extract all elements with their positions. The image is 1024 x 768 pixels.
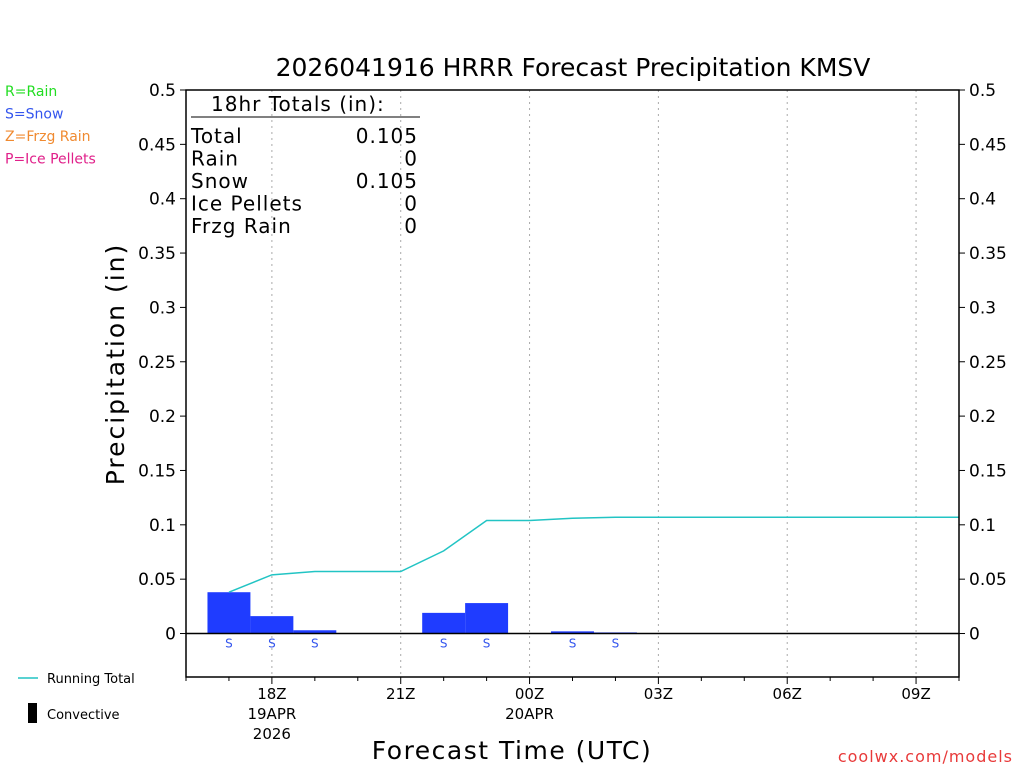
x-axis-label: Forecast Time (UTC) <box>372 736 652 765</box>
totals-row-value: 0 <box>404 147 418 171</box>
plot-frame <box>185 89 960 678</box>
x-tick-label: 09Z <box>901 685 930 703</box>
chart-title: 2026041916 HRRR Forecast Precipitation K… <box>276 53 871 82</box>
totals-rows: Total 0.105 Rain 0 Snow 0.105 Ice Pellets 0 Frzg… <box>190 124 418 238</box>
x-tick-label: 18Z <box>257 685 286 703</box>
running-total-line <box>228 516 959 593</box>
y-tick-label-right: 0.4 <box>969 190 996 210</box>
precip-bar <box>207 592 251 634</box>
y-tick-label-right: 0.05 <box>969 570 1007 590</box>
totals-row-label: Frzg Rain <box>191 214 292 238</box>
credit-text: coolwx.com/models <box>838 747 1013 766</box>
ptype-label: S <box>483 637 491 651</box>
y-tick-label-left: 0.35 <box>138 244 176 264</box>
y-tick-label-right: 0.35 <box>969 244 1007 264</box>
y-axis-ticks: 0.5 0.5 0.45 0.45 0.4 0.4 0.35 0.35 0.3 0.3 0.25 0.… <box>138 81 1007 645</box>
totals-row-label: Total <box>190 124 243 148</box>
ptype-label: S <box>225 637 233 651</box>
y-tick-label-left: 0.2 <box>149 407 176 427</box>
y-tick-label-right: 0 <box>969 625 980 645</box>
line-legend: Running Total Convective <box>18 672 135 723</box>
y-tick-label-left: 0.3 <box>149 298 176 318</box>
ptype-legend-item: S=Snow <box>5 107 63 123</box>
precip-bar <box>250 616 294 634</box>
x-tick-label: 00Z <box>515 685 544 703</box>
ptype-label: S <box>268 637 276 651</box>
x-tick-label: 06Z <box>773 685 802 703</box>
convective-swatch <box>28 703 37 723</box>
ptype-label: S <box>569 637 577 651</box>
ptype-legend-item: Z=Frzg Rain <box>5 129 91 145</box>
precip-bar <box>422 612 466 634</box>
y-tick-label-right: 0.5 <box>969 81 996 101</box>
y-tick-label-left: 0 <box>165 625 176 645</box>
totals-header: 18hr Totals (in): <box>211 92 385 116</box>
totals-box: 18hr Totals (in): Total 0.105 Rain 0 Snow 0.1… <box>190 92 420 238</box>
ptype-label: S <box>311 637 319 651</box>
grid-lines <box>271 90 917 677</box>
y-tick-label-left: 0.05 <box>138 570 176 590</box>
totals-row-label: Ice Pellets <box>191 192 303 216</box>
y-tick-label-left: 0.15 <box>138 461 176 481</box>
y-tick-label-right: 0.1 <box>969 516 996 536</box>
y-tick-label-left: 0.4 <box>149 190 176 210</box>
totals-row-label: Rain <box>191 147 239 171</box>
y-tick-label-right: 0.45 <box>969 135 1007 155</box>
y-axis-label: Precipitation (in) <box>101 243 130 486</box>
ptype-label: S <box>440 637 448 651</box>
totals-row-value: 0.105 <box>356 124 418 148</box>
totals-row-value: 0.105 <box>356 169 418 193</box>
y-tick-label-right: 0.2 <box>969 407 996 427</box>
x-tick-year: 2026 <box>253 725 291 743</box>
totals-row-value: 0 <box>404 192 418 216</box>
precip-bar <box>465 603 509 634</box>
ptype-legend-item: P=Ice Pellets <box>5 152 96 168</box>
totals-row-value: 0 <box>404 214 418 238</box>
y-tick-label-right: 0.25 <box>969 353 1007 373</box>
y-tick-label-left: 0.1 <box>149 516 176 536</box>
ptype-legend: R=Rain S=Snow Z=Frzg Rain P=Ice Pellets <box>5 84 96 168</box>
y-tick-label-right: 0.15 <box>969 461 1007 481</box>
x-tick-date: 20APR <box>505 705 554 723</box>
convective-legend-label: Convective <box>47 708 120 723</box>
y-tick-label-right: 0.3 <box>969 298 996 318</box>
running-total-legend-label: Running Total <box>47 672 135 687</box>
x-tick-label: 21Z <box>386 685 415 703</box>
y-tick-label-left: 0.25 <box>138 353 176 373</box>
x-axis-ticks: 18Z 19APR 2026 21Z 00Z 20APR 03Z 06Z 09Z <box>185 677 960 743</box>
precip-bar <box>551 631 594 634</box>
y-tick-label-left: 0.5 <box>149 81 176 101</box>
ptype-legend-item: R=Rain <box>5 84 57 100</box>
precip-bar <box>293 630 337 634</box>
precip-bars <box>207 592 637 634</box>
ptype-label: S <box>612 637 620 651</box>
totals-row-label: Snow <box>191 169 249 193</box>
y-tick-label-left: 0.45 <box>138 135 176 155</box>
x-tick-label: 03Z <box>644 685 673 703</box>
x-tick-date: 19APR <box>247 705 296 723</box>
